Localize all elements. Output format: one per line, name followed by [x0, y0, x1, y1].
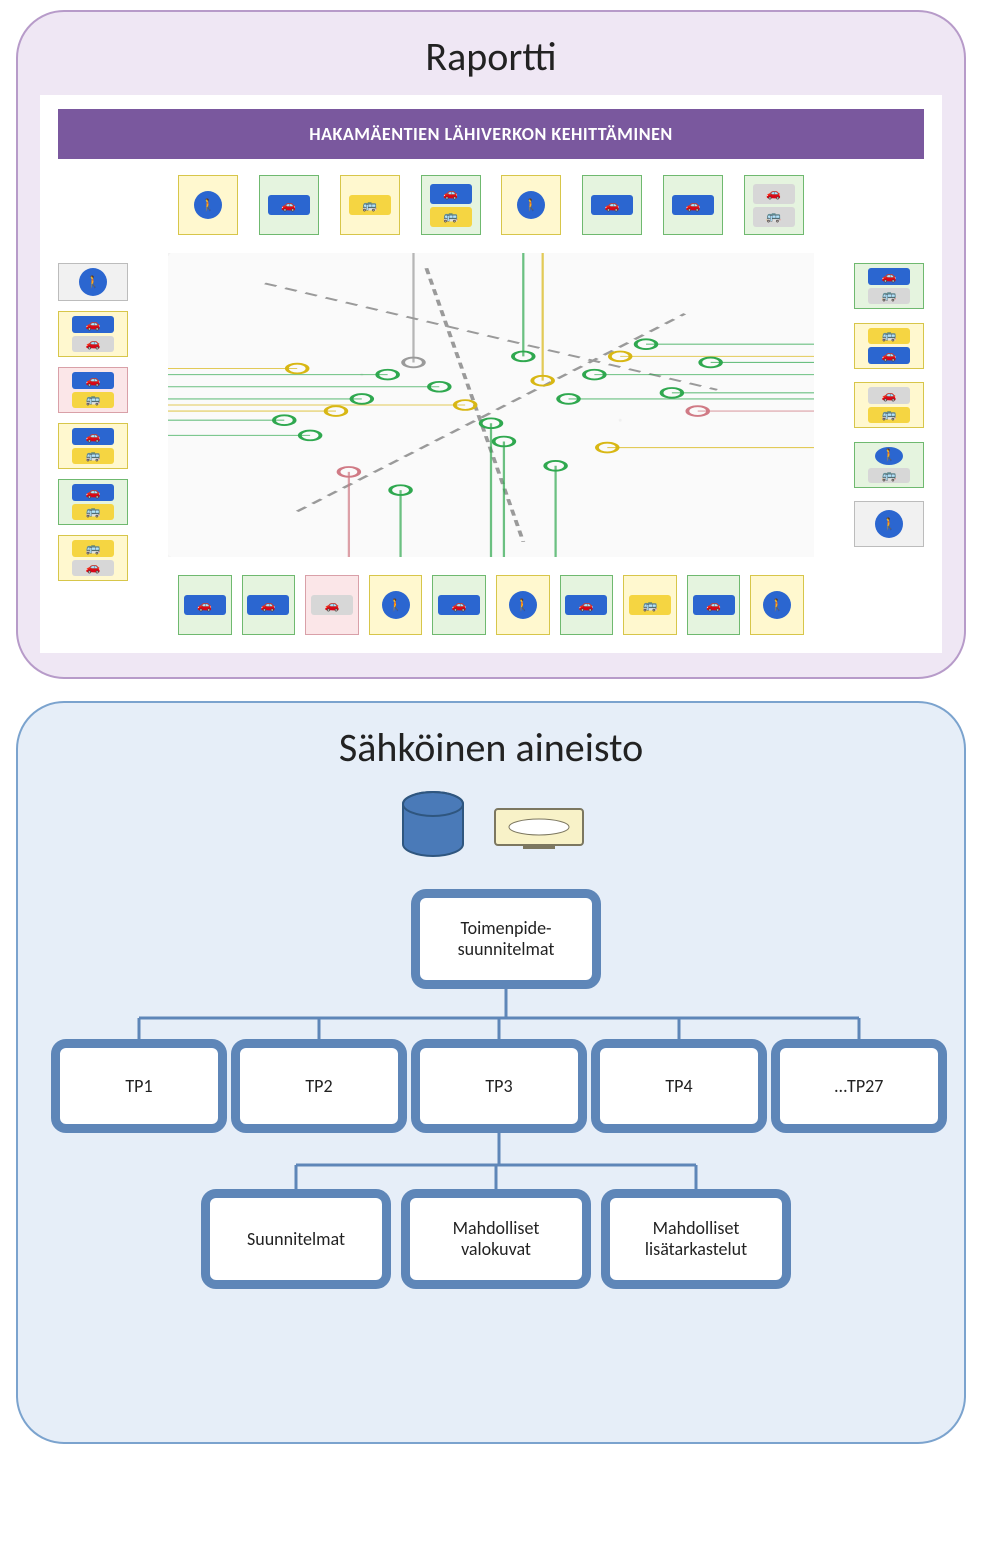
raportti-title: Raportti	[40, 32, 942, 81]
sign-tile: 🚶	[501, 175, 561, 235]
car-sign-icon: 🚗	[247, 595, 289, 615]
ped-sign-icon: 🚶	[194, 191, 222, 219]
sign-tile: 🚶	[58, 263, 128, 301]
storage-icons	[40, 790, 942, 868]
sign-tile: 🚗🚌	[854, 382, 924, 428]
sign-tile: 🚗🚌	[58, 479, 128, 525]
map-frame: 🚶🚗🚌🚗🚌🚶🚗🚗🚗🚌 🚗🚗🚗🚶🚗🚶🚗🚌🚗🚶 🚶🚗🚗🚗🚌🚗🚌🚗🚌🚌🚗 🚗🚌🚌🚗🚗🚌…	[58, 175, 924, 635]
bus-sign-icon: 🚌	[72, 392, 114, 409]
sign-tile: 🚗	[663, 175, 723, 235]
sign-tile: 🚗	[259, 175, 319, 235]
ped-sign-icon: 🚶	[763, 591, 791, 619]
car-sign-icon: 🚗	[268, 195, 310, 215]
aineisto-title: Sähköinen aineisto	[40, 723, 942, 772]
gcar-sign-icon: 🚗	[868, 387, 910, 404]
sign-tile: 🚗🚌	[744, 175, 804, 235]
tree-node: Toimenpide- suunnitelmat	[420, 898, 592, 980]
tree-node: Mahdolliset valokuvat	[410, 1198, 582, 1280]
car-sign-icon: 🚗	[565, 595, 607, 615]
tree-node: Mahdolliset lisätarkastelut	[610, 1198, 782, 1280]
ped-sign-icon: 🚶	[517, 191, 545, 219]
sign-tile: 🚶	[369, 575, 423, 635]
car-sign-icon: 🚗	[72, 316, 114, 333]
sign-tile: 🚌🚗	[854, 323, 924, 369]
sign-tile: 🚗🚗	[58, 311, 128, 357]
car-sign-icon: 🚗	[430, 184, 472, 204]
aineisto-panel: Sähköinen aineisto Toimenpide- suunnitel…	[16, 701, 966, 1444]
car-sign-icon: 🚗	[693, 595, 735, 615]
car-sign-icon: 🚗	[868, 268, 910, 285]
bottom-tile-row: 🚗 🚗 🚗 🚶 🚗 🚶 🚗 🚌 🚗 🚶	[178, 575, 804, 635]
gcar-sign-icon: 🚗	[753, 184, 795, 204]
gcar-sign-icon: 🚗	[311, 595, 353, 615]
car-sign-icon: 🚗	[72, 484, 114, 501]
sign-tile: 🚌	[623, 575, 677, 635]
raportti-panel: Raportti HAKAMÄENTIEN LÄHIVERKON KEHITTÄ…	[16, 10, 966, 679]
gcar-sign-icon: 🚗	[72, 560, 114, 577]
tree-node: TP1	[60, 1048, 218, 1124]
map-body	[168, 253, 814, 557]
car-sign-icon: 🚗	[72, 428, 114, 445]
sign-tile: 🚶	[178, 175, 238, 235]
sign-tile: 🚗	[178, 575, 232, 635]
sign-tile: 🚶🚌	[854, 442, 924, 488]
bus-sign-icon: 🚌	[629, 595, 671, 615]
sign-tile: 🚌	[340, 175, 400, 235]
bus-sign-icon: 🚌	[868, 407, 910, 424]
gcar-sign-icon: 🚗	[72, 336, 114, 353]
ped-sign-icon: 🚶	[875, 510, 903, 538]
car-sign-icon: 🚗	[72, 372, 114, 389]
car-sign-icon: 🚗	[184, 595, 226, 615]
sign-tile: 🚶	[854, 501, 924, 547]
ped-sign-icon: 🚶	[79, 268, 107, 296]
car-sign-icon: 🚗	[672, 195, 714, 215]
bus-sign-icon: 🚌	[72, 448, 114, 465]
sign-tile: 🚗🚌	[854, 263, 924, 309]
tree-node: TP4	[600, 1048, 758, 1124]
bus-sign-icon: 🚌	[868, 328, 910, 345]
bus-sign-icon: 🚌	[72, 540, 114, 557]
sign-tile: 🚗🚌	[58, 367, 128, 413]
tree-node: …TP27	[780, 1048, 938, 1124]
sign-tile: 🚗	[582, 175, 642, 235]
tree-node: TP3	[420, 1048, 578, 1124]
car-sign-icon: 🚗	[591, 195, 633, 215]
top-tile-row: 🚶🚗🚌🚗🚌🚶🚗🚗🚗🚌	[178, 175, 804, 235]
sign-tile: 🚗	[305, 575, 359, 635]
ped-sign-icon: 🚶	[509, 591, 537, 619]
sign-tile: 🚗🚌	[421, 175, 481, 235]
sign-tile: 🚌🚗	[58, 535, 128, 581]
sign-tile: 🚶	[496, 575, 550, 635]
gbus-sign-icon: 🚌	[753, 207, 795, 227]
sign-tile: 🚶	[750, 575, 804, 635]
tree-node: Suunnitelmat	[210, 1198, 382, 1280]
sign-tile: 🚗🚌	[58, 423, 128, 469]
gbus-sign-icon: 🚌	[868, 288, 910, 305]
right-tile-col: 🚗🚌🚌🚗🚗🚌🚶🚌🚶	[854, 263, 924, 547]
car-sign-icon: 🚗	[868, 347, 910, 364]
sign-tile: 🚗	[432, 575, 486, 635]
disk-drive-icon	[493, 801, 585, 857]
bus-sign-icon: 🚌	[72, 504, 114, 521]
map-overlay	[168, 253, 814, 557]
folder-tree: Toimenpide- suunnitelmat TP1 TP2 TP3 TP4 …TP2…	[40, 898, 942, 1418]
tree-node: TP2	[240, 1048, 398, 1124]
ped-sign-icon: 🚶	[382, 591, 410, 619]
bus-sign-icon: 🚌	[430, 207, 472, 227]
car-sign-icon: 🚗	[438, 595, 480, 615]
report-banner: HAKAMÄENTIEN LÄHIVERKON KEHITTÄMINEN	[58, 109, 924, 159]
left-tile-col: 🚶🚗🚗🚗🚌🚗🚌🚗🚌🚌🚗	[58, 263, 128, 547]
bus-sign-icon: 🚌	[349, 195, 391, 215]
gbus-sign-icon: 🚌	[868, 468, 910, 483]
sign-tile: 🚗	[687, 575, 741, 635]
sign-tile: 🚗	[560, 575, 614, 635]
sign-tile: 🚗	[242, 575, 296, 635]
database-icon	[397, 790, 469, 868]
raportti-inner: HAKAMÄENTIEN LÄHIVERKON KEHITTÄMINEN 🚶🚗🚌…	[40, 95, 942, 653]
ped-sign-icon: 🚶	[875, 447, 903, 465]
